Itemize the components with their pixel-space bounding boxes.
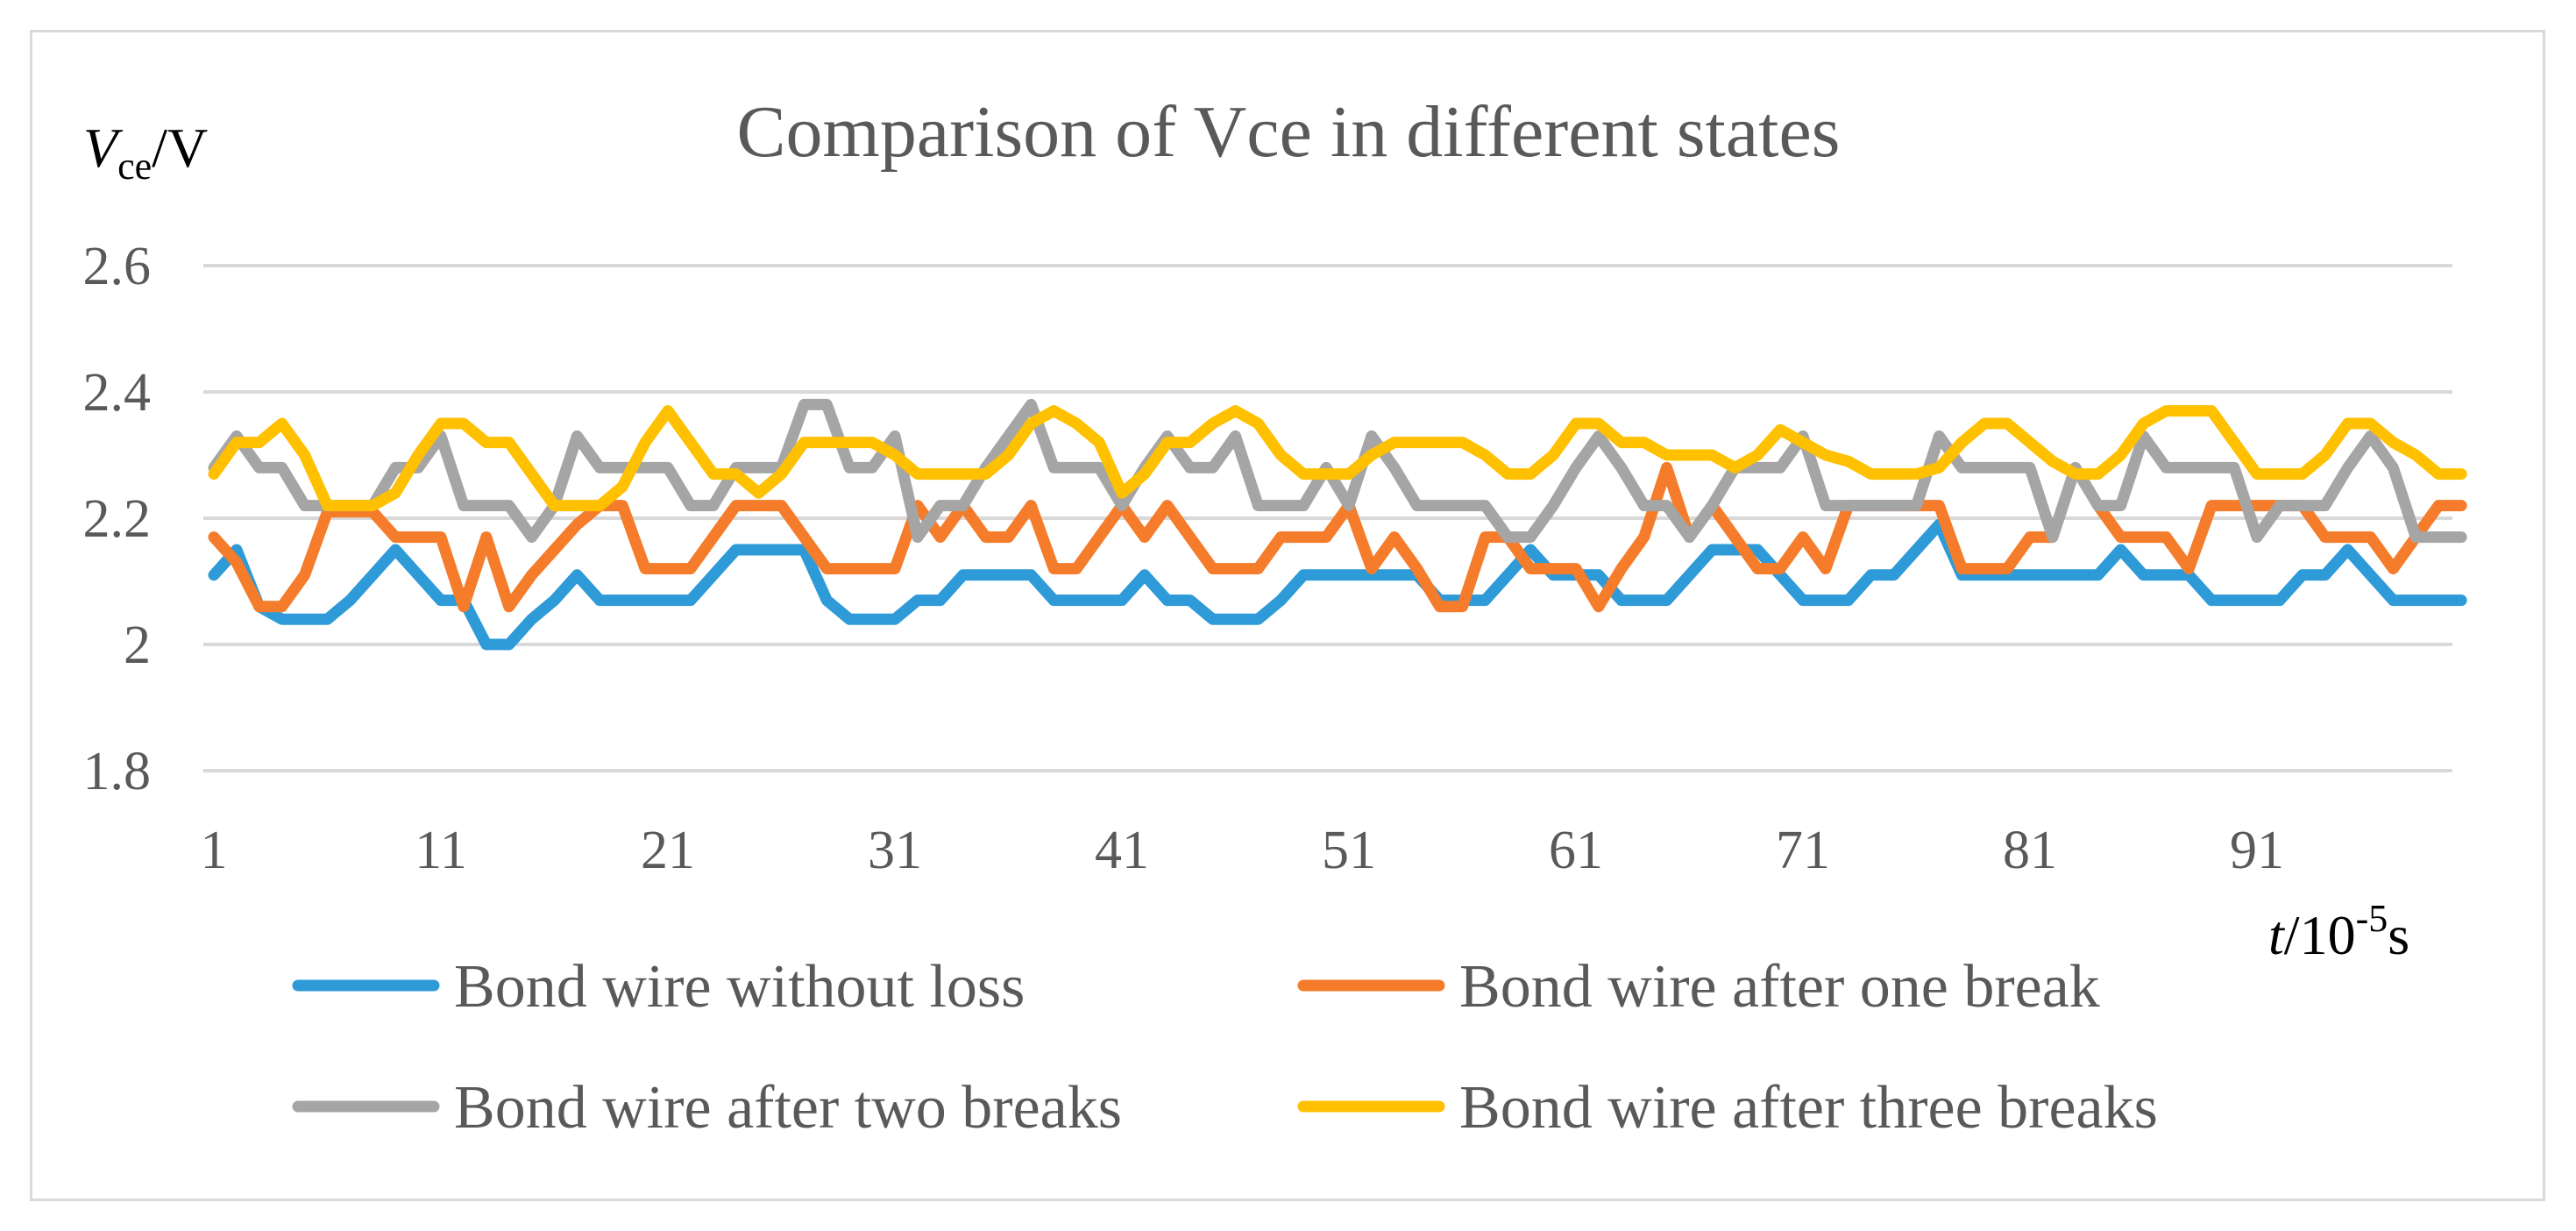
gridlines xyxy=(203,264,2452,772)
x-tick-label: 71 xyxy=(1776,821,1830,880)
legend-item-4: Bond wire after three breaks xyxy=(1297,1074,2158,1142)
y-axis-label-unit: /V xyxy=(152,117,208,179)
x-tick-label: 81 xyxy=(2003,821,2057,880)
x-tick-label: 1 xyxy=(201,821,228,880)
y-tick-label: 2 xyxy=(124,616,151,675)
x-axis-label: t/10-5s xyxy=(2268,897,2409,966)
series-line-1 xyxy=(208,518,2467,651)
legend-item-1: Bond wire without loss xyxy=(292,953,1025,1021)
legend-label: Bond wire after two breaks xyxy=(454,1074,1122,1142)
x-tick-label: 91 xyxy=(2230,821,2284,880)
x-axis-label-unit: s xyxy=(2388,904,2409,966)
x-axis-label-mid: /10 xyxy=(2284,904,2356,966)
y-tick-label: 2.6 xyxy=(83,237,152,296)
legend-item-2: Bond wire after one break xyxy=(1297,953,2100,1021)
x-axis-label-sup: -5 xyxy=(2356,897,2388,940)
chart-title: Comparison of Vce in different states xyxy=(737,91,1841,173)
legend-item-3: Bond wire after two breaks xyxy=(292,1074,1122,1142)
series-lines xyxy=(208,398,2467,651)
x-tick-label: 21 xyxy=(641,821,695,880)
chart-frame xyxy=(30,30,2545,1201)
y-axis-label-sub: ce xyxy=(117,145,152,188)
x-tick-label: 51 xyxy=(1322,821,1376,880)
y-tick-label: 2.4 xyxy=(83,363,152,423)
legend: Bond wire without loss Bond wire after on… xyxy=(292,953,2158,1142)
y-tick-labels: 1.8 2 2.2 2.4 2.6 xyxy=(83,237,152,801)
series-line-3 xyxy=(208,398,2467,544)
x-tick-label: 11 xyxy=(415,821,467,880)
x-tick-label: 41 xyxy=(1095,821,1149,880)
legend-label: Bond wire after three breaks xyxy=(1459,1074,2158,1142)
y-axis-label-main: V xyxy=(83,117,124,179)
x-axis-label-main: t xyxy=(2268,904,2286,966)
x-tick-label: 61 xyxy=(1549,821,1603,880)
legend-label: Bond wire after one break xyxy=(1459,953,2100,1021)
series-line-4 xyxy=(208,405,2467,512)
legend-label: Bond wire without loss xyxy=(454,953,1025,1021)
y-tick-label: 1.8 xyxy=(83,742,152,801)
y-axis-label: Vce/V xyxy=(83,117,208,188)
y-tick-label: 2.2 xyxy=(83,489,152,549)
x-tick-labels: 1 11 21 31 41 51 61 71 81 91 xyxy=(201,821,2285,880)
x-tick-label: 31 xyxy=(868,821,922,880)
